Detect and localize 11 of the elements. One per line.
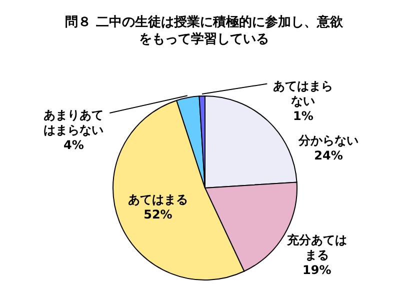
slice-label: あてはまらない (273, 78, 334, 108)
data-label: 24% (314, 148, 343, 162)
data-label: 19% (302, 263, 332, 278)
data-label: 52% (144, 208, 172, 222)
slice-label: 分からない (298, 134, 359, 148)
data-label: 1% (292, 108, 314, 123)
chart-title: 問８ 二中の生徒は授業に積極的に参加し、意欲をもって学習している (65, 14, 344, 47)
slice-label: あまりあてはまらない (44, 108, 104, 137)
slice-label: 充分あてはまる (286, 233, 347, 262)
slice-label: あてはまる (128, 192, 188, 207)
data-label: 4% (63, 138, 84, 152)
